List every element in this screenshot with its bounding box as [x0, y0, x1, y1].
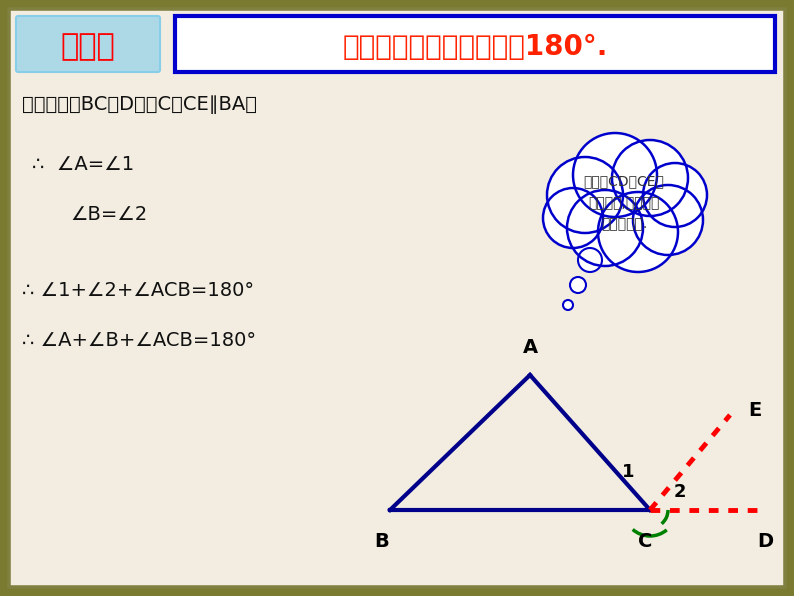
Circle shape [573, 133, 657, 217]
Text: C: C [638, 532, 652, 551]
Text: 三角形三个内角的和等于180°.: 三角形三个内角的和等于180°. [342, 33, 607, 61]
Text: E: E [748, 401, 761, 420]
Circle shape [567, 190, 643, 266]
Text: B: B [375, 532, 389, 551]
Text: 这里的CD、CE称
为辅助线,辅助线通
常画成虚线.: 这里的CD、CE称 为辅助线,辅助线通 常画成虚线. [584, 174, 665, 232]
Circle shape [563, 300, 573, 310]
Circle shape [612, 140, 688, 216]
Circle shape [643, 163, 707, 227]
Text: 证明：延长BC到D，过C作CE∥BA，: 证明：延长BC到D，过C作CE∥BA， [22, 95, 257, 114]
Text: A: A [522, 338, 538, 357]
Text: 证法二: 证法二 [60, 33, 115, 61]
Circle shape [547, 157, 623, 233]
Circle shape [633, 185, 703, 255]
Text: D: D [757, 532, 773, 551]
Text: ∴ ∠1+∠2+∠ACB=180°: ∴ ∠1+∠2+∠ACB=180° [22, 281, 254, 300]
Circle shape [578, 248, 602, 272]
Text: ∴  ∠A=∠1: ∴ ∠A=∠1 [32, 156, 134, 175]
Text: 1: 1 [622, 463, 634, 481]
Text: 2: 2 [674, 483, 686, 501]
Circle shape [543, 188, 603, 248]
Circle shape [570, 277, 586, 293]
Text: ∠B=∠2: ∠B=∠2 [70, 206, 147, 225]
FancyBboxPatch shape [16, 16, 160, 72]
FancyBboxPatch shape [8, 8, 786, 588]
Text: ∴ ∠A+∠B+∠ACB=180°: ∴ ∠A+∠B+∠ACB=180° [22, 331, 256, 349]
Circle shape [598, 192, 678, 272]
FancyBboxPatch shape [175, 16, 775, 72]
